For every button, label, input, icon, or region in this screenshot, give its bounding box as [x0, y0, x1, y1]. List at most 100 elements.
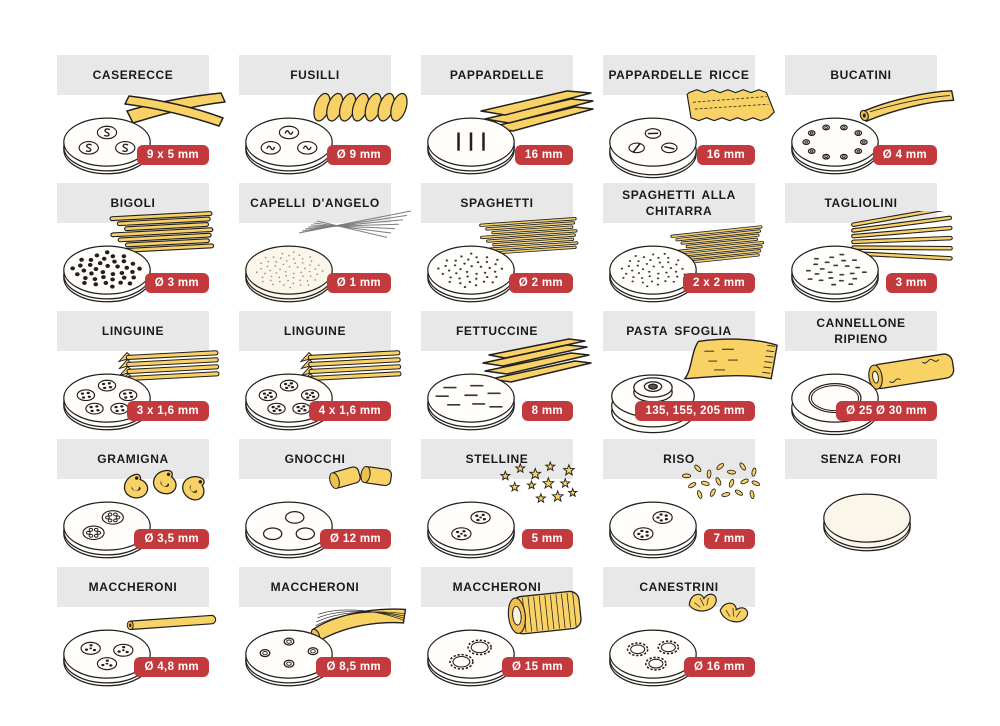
sfoglia-die-icon [611, 374, 695, 434]
bigoli-pasta-icon [109, 211, 215, 254]
pasta-name-label: CASERECCE [92, 67, 174, 82]
cannellone-pasta-icon [868, 353, 955, 390]
pasta-name-label: FUSILLI [290, 67, 340, 82]
fettuccine-die-icon [427, 373, 515, 431]
canestrini-pasta-icon [688, 593, 749, 623]
pasta-name-label: BUCATINI [830, 67, 892, 82]
stelline-die-icon [427, 501, 515, 559]
bucatini-die-icon [791, 117, 879, 175]
pappardelle-ricce-die-icon [609, 117, 697, 179]
size-badge: 3 mm [885, 273, 937, 293]
size-badge: 16 mm [514, 145, 573, 165]
gnocchi-die-icon [245, 501, 333, 559]
pasta-card: SPAGHETTI Ø 2 mm [421, 183, 603, 311]
senza-fori-die-icon [823, 493, 911, 552]
pasta-card: STELLINE 5 mm [421, 439, 603, 567]
pasta-name-label: PAPPARDELLE RICCE [608, 67, 750, 82]
pasta-name-bar: RISO [603, 439, 755, 479]
linguine-3-die-icon [63, 373, 151, 431]
pasta-card: LINGUINE 4 x 1,6 mm [239, 311, 421, 439]
pasta-card: SENZA FORI [785, 439, 967, 567]
pasta-name-bar: BUCATINI [785, 55, 937, 95]
size-badge: 135, 155, 205 mm [635, 401, 755, 421]
pasta-name-label: LINGUINE [101, 323, 165, 338]
fusilli-die-icon [245, 117, 333, 175]
pappardelle-ricce-pasta-icon [686, 89, 775, 122]
pasta-name-label: PASTA SFOGLIA [626, 323, 732, 338]
size-badge: Ø 3,5 mm [134, 529, 209, 549]
pasta-name-label: FETTUCCINE [456, 323, 538, 338]
pasta-name-bar: SPAGHETTI ALLA CHITARRA [603, 183, 755, 223]
fettuccine-pasta-icon [482, 338, 592, 383]
bucatini-pasta-icon [859, 90, 955, 122]
pasta-name-label: SENZA FORI [820, 451, 902, 466]
size-badge: Ø 8,5 mm [316, 657, 391, 677]
gramigna-pasta-icon [123, 469, 205, 501]
pasta-card: FUSILLI Ø 9 mm [239, 55, 421, 183]
pasta-card: TAGLIOLINI 3 mm [785, 183, 967, 311]
pasta-name-label: RISO [663, 451, 695, 466]
size-badge: Ø 12 mm [320, 529, 391, 549]
pasta-name-bar: LINGUINE [57, 311, 209, 351]
pasta-card: FETTUCCINE 8 mm [421, 311, 603, 439]
tagliolini-pasta-icon [851, 211, 953, 261]
pasta-name-bar: STELLINE [421, 439, 573, 479]
pasta-name-label: MACCHERONI [452, 579, 542, 594]
pasta-name-label: GRAMIGNA [97, 451, 169, 466]
spaghetti-die-icon [427, 245, 515, 303]
pasta-card: LINGUINE 3 x 1,6 mm [57, 311, 239, 439]
pasta-name-bar: CAPELLI D'ANGELO [239, 183, 391, 223]
maccheroni-4-die-icon [245, 629, 333, 687]
sfoglia-pasta-icon [683, 338, 778, 380]
pasta-card: CANESTRINI Ø 16 mm [603, 567, 785, 695]
pasta-name-bar: PAPPARDELLE RICCE [603, 55, 755, 95]
stelline-pasta-icon [499, 461, 578, 504]
riso-die-icon [609, 501, 697, 559]
gramigna-die-icon [63, 501, 151, 559]
pasta-card: PAPPARDELLE 16 mm [421, 55, 603, 183]
pasta-card: PASTA SFOGLIA 135, 155, 205 mm [603, 311, 785, 439]
pasta-name-bar: TAGLIOLINI [785, 183, 937, 223]
riso-pasta-icon [682, 462, 761, 500]
maccheroni-2-die-icon [427, 629, 515, 687]
size-badge: Ø 16 mm [684, 657, 755, 677]
linguine-4-die-icon [245, 373, 333, 431]
pasta-card: MACCHERONI Ø 15 mm [421, 567, 603, 695]
size-badge: Ø 1 mm [326, 273, 391, 293]
pasta-card: SPAGHETTI ALLA CHITARRA 2 x 2 mm [603, 183, 785, 311]
size-badge: 2 x 2 mm [683, 273, 755, 293]
size-badge: Ø 25 Ø 30 mm [836, 401, 937, 421]
pasta-name-label: SPAGHETTI ALLA CHITARRA [622, 187, 736, 218]
maccheroni-thin-pasta-icon [126, 614, 217, 630]
pasta-name-bar: SPAGHETTI [421, 183, 573, 223]
pasta-name-label: TAGLIOLINI [824, 195, 898, 210]
fusilli-pasta-icon [313, 92, 408, 122]
size-badge: Ø 4 mm [872, 145, 937, 165]
pappardelle-die-icon [427, 117, 515, 175]
size-badge: 8 mm [521, 401, 573, 421]
pasta-name-label: LINGUINE [283, 323, 347, 338]
pasta-name-bar: CASERECCE [57, 55, 209, 95]
size-badge: 16 mm [696, 145, 755, 165]
size-badge: 5 mm [521, 529, 573, 549]
capelli-dangelo-die-icon [245, 245, 333, 303]
pasta-name-bar: PAPPARDELLE [421, 55, 573, 95]
size-badge: Ø 15 mm [502, 657, 573, 677]
pasta-name-bar: FUSILLI [239, 55, 391, 95]
pasta-card: PAPPARDELLE RICCE 16 mm [603, 55, 785, 183]
pasta-card: CAPELLI D'ANGELO Ø 1 mm [239, 183, 421, 311]
size-badge: 9 x 5 mm [137, 145, 209, 165]
pasta-name-label: CANESTRINI [639, 579, 719, 594]
pasta-name-label: CAPELLI D'ANGELO [250, 195, 380, 210]
pasta-name-bar: LINGUINE [239, 311, 391, 351]
pasta-card: MACCHERONI Ø 8,5 mm [239, 567, 421, 695]
pasta-name-bar: SENZA FORI [785, 439, 937, 479]
pasta-name-label: CANNELLONE RIPIENO [816, 315, 906, 346]
caserecce-pasta-icon [124, 92, 226, 127]
pasta-name-label: BIGOLI [110, 195, 156, 210]
cannellone-die-icon [791, 373, 879, 436]
pasta-name-bar: MACCHERONI [57, 567, 209, 607]
maccheroni-3-die-icon [63, 629, 151, 687]
bigoli-die-icon [63, 245, 151, 303]
